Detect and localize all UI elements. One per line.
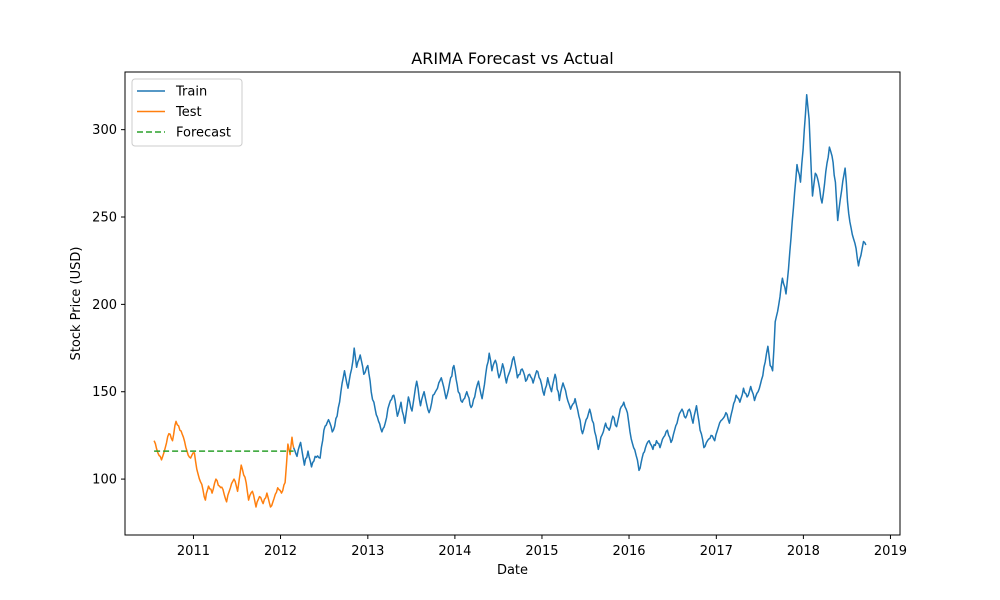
y-tick-label: 300 [92,123,117,138]
legend: Train Test Forecast [131,78,243,147]
x-tick-label: 2015 [525,544,558,559]
x-tick-label: 2014 [438,544,471,559]
chart-title: ARIMA Forecast vs Actual [411,49,613,68]
x-tick-label: 2011 [177,544,210,559]
x-tick-label: 2017 [700,544,733,559]
y-tick-label: 150 [92,385,117,400]
x-tick-label: 2012 [264,544,297,559]
legend-label-forecast: Forecast [176,126,231,141]
legend-label-test: Test [175,105,202,120]
y-tick-label: 250 [92,211,117,226]
series-line-test [153,420,295,508]
x-axis: 2011 2012 2013 2014 2015 2016 2017 2018 2019 [177,535,907,559]
plot-area [153,93,867,508]
x-axis-label: Date [497,563,528,578]
legend-label-train: Train [175,85,207,100]
axes-frame [124,71,901,536]
x-tick-label: 2016 [612,544,645,559]
x-tick-label: 2013 [351,544,384,559]
y-axis-label: Stock Price (USD) [69,247,84,361]
series-line-train [292,93,867,472]
y-tick-label: 100 [92,473,117,488]
x-tick-label: 2018 [787,544,820,559]
y-tick-label: 200 [92,298,117,313]
x-tick-label: 2019 [874,544,907,559]
y-axis: 100 150 200 250 300 [92,123,125,488]
legend-box [131,78,243,147]
